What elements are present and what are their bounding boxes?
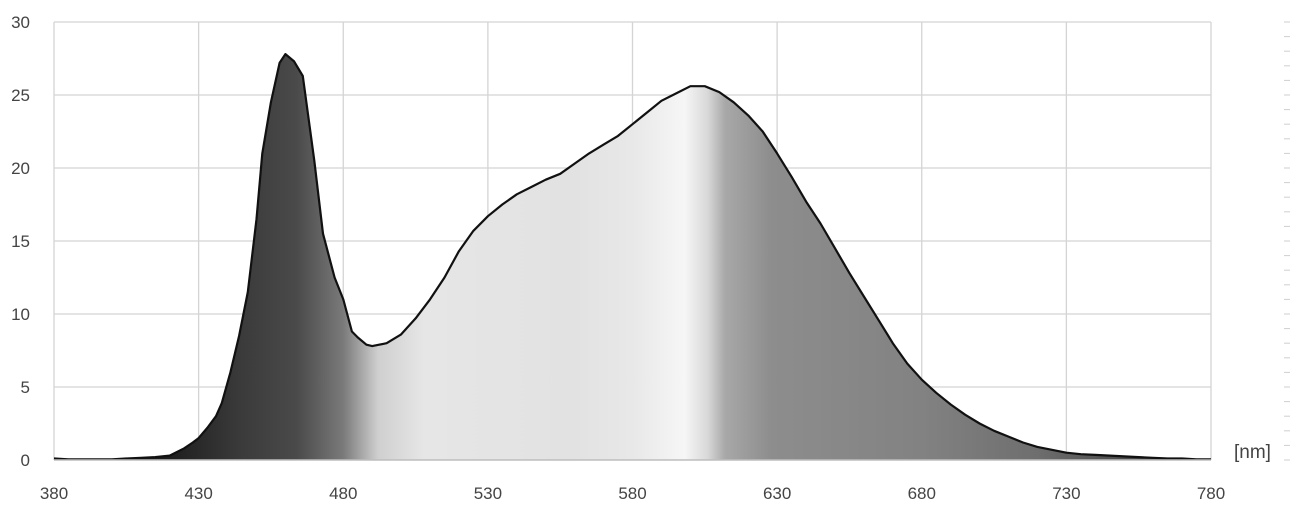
y-tick-label: 25 <box>11 86 30 105</box>
y-tick-label: 10 <box>11 305 30 324</box>
tick-labels: 0 5 10 15 20 25 30 380 430 480 530 580 630 680 730 780 <box>11 13 1225 503</box>
y-tick-label: 5 <box>21 378 30 397</box>
x-tick-label: 730 <box>1052 484 1080 503</box>
x-tick-label: 680 <box>908 484 936 503</box>
y-tick-label: 30 <box>11 13 30 32</box>
y-tick-label: 15 <box>11 232 30 251</box>
spectrum-line <box>53 53 1211 461</box>
x-tick-label: 430 <box>184 484 212 503</box>
plot-area <box>53 53 1211 461</box>
y-tick-label: 20 <box>11 159 30 178</box>
x-tick-label: 630 <box>763 484 791 503</box>
spectrum-area <box>54 54 1211 460</box>
grid <box>53 21 1290 461</box>
x-tick-label: 530 <box>474 484 502 503</box>
x-tick-label: 380 <box>40 484 68 503</box>
x-tick-label: 480 <box>329 484 357 503</box>
x-tick-label: 780 <box>1197 484 1225 503</box>
y-tick-label: 0 <box>21 451 30 470</box>
x-tick-label: 580 <box>618 484 646 503</box>
x-axis-unit-label: [nm] <box>1234 442 1271 463</box>
